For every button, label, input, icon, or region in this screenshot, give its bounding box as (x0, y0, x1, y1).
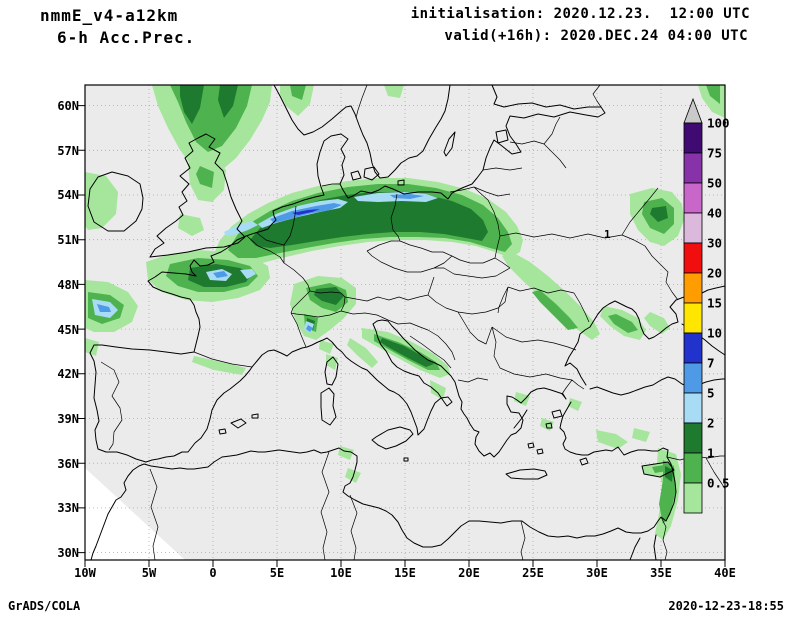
precip-level-10mm (292, 209, 320, 215)
colorbar-swatch (683, 332, 703, 364)
lat-tick-label: 36N (57, 457, 79, 471)
colorbar-label: 15 (707, 296, 722, 311)
colorbar-label: 30 (707, 236, 722, 251)
coastlines-path (87, 84, 726, 561)
contour-label: 1 (604, 228, 611, 241)
colorbar-label: 0.5 (707, 476, 730, 491)
colorbar-label: 1 (707, 446, 715, 461)
lat-tick-label: 48N (57, 278, 79, 292)
no-data-region (85, 468, 185, 560)
colorbar-label: 40 (707, 206, 722, 221)
colorbar-label: 7 (707, 356, 715, 371)
colorbar-swatch (683, 152, 703, 184)
lat-tick-label: 39N (57, 412, 79, 426)
colorbar-swatch (683, 122, 703, 154)
lon-tick-label: 20E (458, 566, 480, 580)
colorbar: 100 75 50 40 30 20 15 10 7 5 2 1 0.5 (683, 97, 730, 514)
colorbar-swatch (683, 362, 703, 394)
lon-tick-label: 25E (522, 566, 544, 580)
precip-level-5mm (92, 192, 438, 333)
colorbar-swatch (683, 272, 703, 304)
init-time-label: initialisation: 2020.12.23. 12:00 UTC (410, 6, 750, 22)
lat-tick-label: 60N (57, 99, 79, 113)
colorbar-label: 5 (707, 386, 715, 401)
lat-tick-label: 51N (57, 233, 79, 247)
colorbar-label: 100 (707, 116, 730, 131)
lat-tick-label: 57N (57, 144, 79, 158)
lat-tick-label: 54N (57, 188, 79, 202)
colorbar-swatch (683, 422, 703, 454)
colorbar-swatch (683, 482, 703, 514)
country-borders-path (100, 84, 726, 561)
axis-ticks (78, 105, 726, 567)
colorbar-label: 2 (707, 416, 715, 431)
colorbar-swatch (683, 212, 703, 244)
lat-tick-label: 33N (57, 501, 79, 515)
colorbar-swatch (683, 392, 703, 424)
colorbar-label: 50 (707, 176, 722, 191)
lon-tick-label: 5W (142, 566, 157, 580)
valid-time-label: valid(+16h): 2020.DEC.24 04:00 UTC (444, 28, 748, 44)
generation-timestamp: 2020-12-23-18:55 (668, 599, 784, 613)
lon-tick-label: 35E (650, 566, 672, 580)
lon-tick-label: 10E (330, 566, 352, 580)
colorbar-swatch (683, 452, 703, 484)
lon-tick-label: 0 (209, 566, 216, 580)
lon-tick-label: 15E (394, 566, 416, 580)
lon-tick-label: 30E (586, 566, 608, 580)
lon-tick-label: 5E (270, 566, 284, 580)
colorbar-label: 20 (707, 266, 722, 281)
grads-credit: GrADS/COLA (8, 599, 81, 613)
model-title: nmmE_v4-a12km (40, 6, 179, 25)
lon-tick-label: 10W (74, 566, 96, 580)
lat-tick-label: 45N (57, 323, 79, 337)
colorbar-swatch (683, 242, 703, 274)
colorbar-swatch (683, 302, 703, 334)
colorbar-label: 75 (707, 146, 722, 161)
lat-tick-label: 42N (57, 367, 79, 381)
colorbar-label: 10 (707, 326, 722, 341)
lon-tick-label: 40E (714, 566, 736, 580)
product-title: 6-h Acc.Prec. (57, 28, 196, 47)
lat-tick-label: 30N (57, 546, 79, 560)
colorbar-swatch (683, 182, 703, 214)
